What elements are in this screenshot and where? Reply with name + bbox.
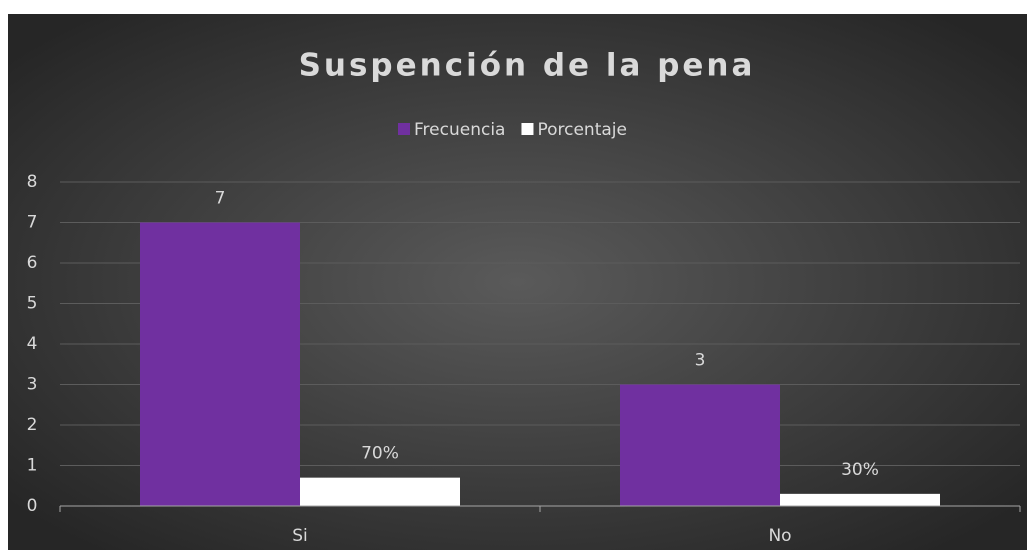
data-label: 30% xyxy=(841,460,879,480)
chart-title: Suspención de la pena xyxy=(299,48,756,84)
data-label: 7 xyxy=(215,189,226,209)
legend-label: Porcentaje xyxy=(537,120,627,140)
y-tick-label: 7 xyxy=(27,213,38,233)
x-tick-label: No xyxy=(768,526,791,546)
bar xyxy=(140,222,300,506)
y-tick-label: 0 xyxy=(27,496,38,516)
legend-swatch xyxy=(521,123,534,135)
bar xyxy=(620,384,780,506)
y-tick-label: 8 xyxy=(27,172,38,192)
legend-swatch xyxy=(398,123,410,135)
y-tick-label: 3 xyxy=(27,375,38,395)
y-tick-label: 2 xyxy=(27,415,38,435)
bar xyxy=(300,477,460,506)
data-label: 3 xyxy=(695,351,706,371)
legend-label: Frecuencia xyxy=(414,120,505,140)
y-tick-label: 5 xyxy=(27,294,38,314)
data-label: 70% xyxy=(361,444,399,464)
y-tick-label: 1 xyxy=(27,456,38,476)
x-tick-label: Si xyxy=(292,526,308,546)
y-tick-label: 6 xyxy=(27,253,38,273)
y-tick-label: 4 xyxy=(27,334,38,354)
bar xyxy=(780,493,940,506)
